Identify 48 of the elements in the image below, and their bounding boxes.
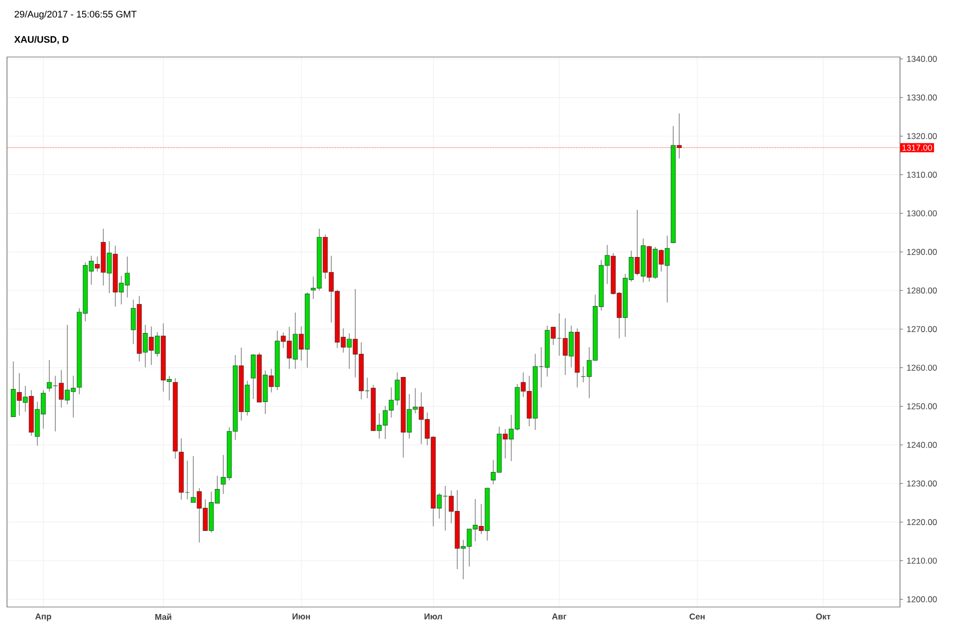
y-tick-label: 1260.00 [907, 364, 937, 371]
candlestick [148, 326, 154, 366]
ref-line-label: 1317.00 [902, 144, 932, 151]
y-tick-label: 1330.00 [907, 94, 937, 101]
candlestick [268, 368, 274, 393]
candlestick [550, 326, 556, 346]
candlestick [154, 332, 160, 357]
y-tick-label: 1340.00 [907, 56, 937, 62]
y-tick-label: 1230.00 [907, 480, 937, 486]
candlestick [562, 318, 568, 376]
y-tick-label: 1290.00 [907, 248, 937, 255]
y-tick-label: 1220.00 [907, 519, 937, 526]
chart-title: XAU/USD, D [14, 36, 68, 44]
candlestick [298, 326, 304, 362]
x-tick-label: Июн [292, 614, 310, 620]
y-tick-label: 1270.00 [907, 326, 937, 332]
y-tick-label: 1300.00 [907, 210, 937, 216]
candlestick [676, 112, 682, 159]
candlestick [190, 456, 196, 503]
y-tick-label: 1210.00 [907, 558, 937, 564]
candlestick [130, 299, 136, 345]
y-tick-label: 1200.00 [907, 596, 937, 602]
candlestick [58, 370, 64, 408]
candlestick [142, 324, 148, 368]
y-tick-label: 1280.00 [907, 288, 937, 294]
candlestick [166, 375, 172, 401]
y-tick-label: 1310.00 [907, 172, 937, 178]
x-tick-label: Сен [690, 614, 705, 620]
candlestick [664, 235, 670, 303]
y-tick-label: 1250.00 [907, 403, 937, 410]
candlestick [16, 372, 22, 416]
candlestick [250, 354, 256, 400]
candlestick [634, 209, 640, 276]
y-tick-label: 1320.00 [907, 133, 937, 140]
candlestick [568, 325, 574, 368]
candlestick [22, 385, 28, 412]
candlestick [106, 240, 112, 294]
candlestick [658, 248, 664, 272]
x-tick-label: Май [155, 614, 172, 620]
text: 29/Aug/2017 - 15:06:55 GMT [14, 10, 137, 20]
x-tick-label: Окт [816, 614, 830, 620]
candlestick [502, 428, 508, 459]
x-tick-label: Апр [35, 614, 52, 622]
candlestick [346, 333, 352, 370]
x-tick-label: Авг [552, 614, 566, 620]
x-tick-label: Июл [424, 614, 442, 620]
candlestick [478, 504, 484, 534]
y-tick-label: 1240.00 [907, 442, 937, 448]
